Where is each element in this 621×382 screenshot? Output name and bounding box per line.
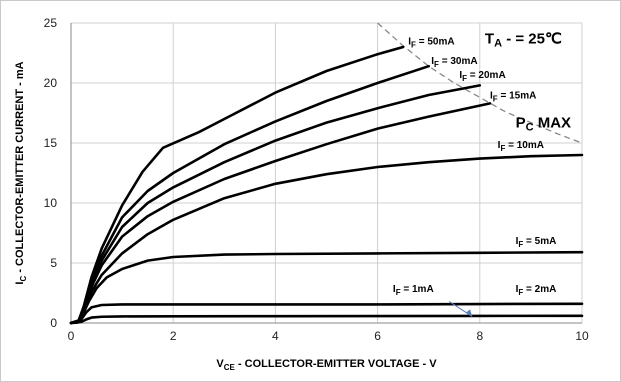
curve-label: IF = 5mA [516, 236, 557, 249]
axes [70, 23, 582, 324]
x-tick-label: 8 [476, 329, 483, 343]
series-curve [69, 153, 584, 325]
x-tick-label: 4 [272, 329, 279, 343]
x-tick-label: 10 [575, 329, 589, 343]
pointer-arrow-head [466, 309, 473, 317]
curve-label: IF = 20mA [459, 70, 505, 83]
curve-label: IF = 50mA [408, 37, 454, 50]
y-tick-label: 5 [50, 256, 57, 270]
pc-max-curve [377, 22, 583, 144]
pc-max-curve-group [377, 22, 583, 144]
curve-label: IF = 15mA [490, 91, 536, 104]
pointer-arrow [448, 300, 473, 317]
x-tick-label: 2 [170, 329, 177, 343]
y-tick-label: 20 [44, 76, 58, 90]
x-axis-title: VCE - COLLECTOR-EMITTER VOLTAGE - V [216, 358, 437, 372]
x-tick-label: 0 [68, 329, 75, 343]
curve-labels: IF = 1mA IF = 2mA IF = 5mA IF = 10mA IF = 15… [393, 30, 571, 317]
y-tick-label: 10 [44, 196, 58, 210]
x-tick-label: 6 [374, 329, 381, 343]
tick-labels: 0 2 4 6 8 10 0 5 10 15 20 25 [44, 16, 589, 343]
series-curves [69, 45, 584, 325]
curve-label: IF = 1mA [393, 284, 434, 297]
y-tick-label: 25 [44, 16, 58, 30]
pc-max-label: PC MAX [516, 114, 571, 133]
y-axis-title: IC - COLLECTOR-EMITTER CURRENT - mA [14, 61, 28, 284]
y-tick-label: 0 [50, 316, 57, 330]
y-tick-label: 15 [44, 136, 58, 150]
temperature-condition-label: TA - = 25℃ [485, 30, 562, 49]
axis-titles: VCE - COLLECTOR-EMITTER VOLTAGE - V IC - … [14, 61, 437, 372]
series-curve [69, 45, 405, 325]
series-curve [69, 314, 584, 325]
curve-label: IF = 2mA [516, 284, 557, 297]
series-curve [69, 302, 584, 325]
curve-label: IF = 10mA [498, 140, 544, 153]
curve-label: IF = 30mA [431, 56, 477, 69]
